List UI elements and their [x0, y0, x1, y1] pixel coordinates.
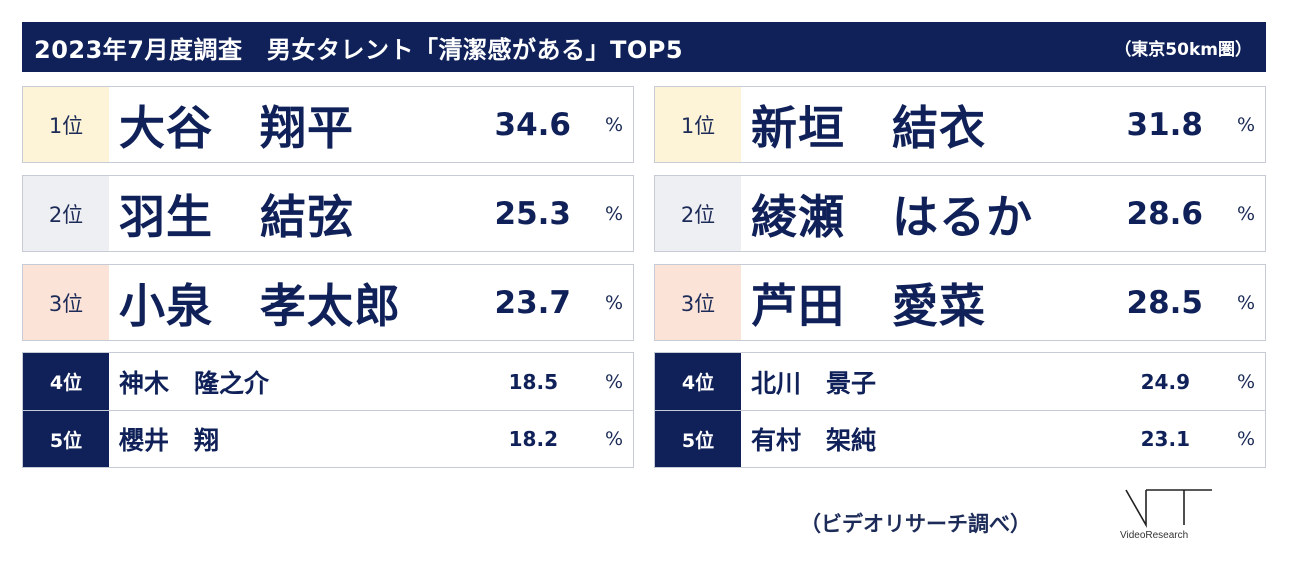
percent-unit: % [604, 370, 623, 393]
logo-wordmark: VideoResearch [1120, 530, 1189, 541]
percent-unit: % [604, 113, 623, 136]
female-ranking: 1位 新垣 結衣 31.8 % 2位 綾瀬 はるか 28.6 % 3位 芦田 愛… [654, 86, 1266, 468]
male-ranking: 1位 大谷 翔平 34.6 % 2位 羽生 結弦 25.3 % 3位 小泉 孝太… [22, 86, 634, 468]
percent-value: 24.9 [1140, 369, 1190, 394]
percent-value: 18.2 [508, 427, 558, 451]
percent-unit: % [1236, 370, 1255, 393]
ranking-row: 5位 有村 架純 23.1 % [655, 410, 1265, 467]
lower-ranking-box: 4位 北川 景子 24.9 % 5位 有村 架純 23.1 % [654, 352, 1266, 468]
ranking-row: 3位 小泉 孝太郎 23.7 % [22, 264, 634, 341]
ranking-row: 1位 新垣 結衣 31.8 % [654, 86, 1266, 163]
talent-name: 大谷 翔平 [119, 100, 354, 155]
percent-unit: % [604, 291, 623, 314]
rank-label: 2位 [23, 176, 109, 251]
ranking-row: 5位 櫻井 翔 18.2 % [23, 410, 633, 467]
percent-value: 23.1 [1140, 427, 1190, 451]
percent-unit: % [1236, 202, 1255, 225]
percent-unit: % [604, 202, 623, 225]
ranking-row: 3位 芦田 愛菜 28.5 % [654, 264, 1266, 341]
percent-value: 28.6 [1126, 195, 1204, 232]
source-note: （ビデオリサーチ調べ） [800, 512, 1031, 536]
logo-mark-icon [1125, 489, 1212, 529]
rank-label: 3位 [23, 265, 109, 340]
percent-unit: % [1236, 113, 1255, 136]
percent-unit: % [1236, 428, 1255, 450]
rank-label: 4位 [655, 353, 741, 410]
region-note: （東京50km圏） [1114, 39, 1252, 60]
talent-name: 綾瀬 はるか [751, 189, 1033, 244]
ranking-row: 2位 羽生 結弦 25.3 % [22, 175, 634, 252]
percent-value: 34.6 [494, 106, 572, 143]
percent-value: 31.8 [1126, 106, 1204, 143]
talent-name: 新垣 結衣 [751, 100, 986, 155]
percent-value: 18.5 [508, 369, 558, 394]
page-title: 2023年7月度調査 男女タレント「清潔感がある」TOP5 [34, 35, 684, 64]
ranking-row: 1位 大谷 翔平 34.6 % [22, 86, 634, 163]
talent-name: 小泉 孝太郎 [119, 278, 401, 333]
talent-name: 芦田 愛菜 [751, 278, 986, 333]
talent-name: 櫻井 翔 [119, 426, 220, 455]
rank-label: 4位 [23, 353, 109, 410]
rank-label: 3位 [655, 265, 741, 340]
percent-value: 23.7 [494, 284, 572, 321]
rank-label: 5位 [655, 411, 741, 467]
title-banner: 2023年7月度調査 男女タレント「清潔感がある」TOP5 （東京50km圏） [22, 22, 1266, 72]
percent-value: 25.3 [494, 195, 572, 232]
talent-name: 有村 架純 [751, 426, 877, 455]
talent-name: 北川 景子 [751, 368, 877, 398]
talent-name: 羽生 結弦 [119, 189, 354, 244]
rank-label: 1位 [655, 87, 741, 162]
percent-value: 28.5 [1126, 284, 1204, 321]
talent-name: 神木 隆之介 [119, 368, 270, 398]
rank-label: 2位 [655, 176, 741, 251]
percent-unit: % [604, 428, 623, 450]
ranking-row: 4位 神木 隆之介 18.5 % [23, 353, 633, 410]
percent-unit: % [1236, 291, 1255, 314]
ranking-row: 2位 綾瀬 はるか 28.6 % [654, 175, 1266, 252]
ranking-row: 4位 北川 景子 24.9 % [655, 353, 1265, 410]
lower-ranking-box: 4位 神木 隆之介 18.5 % 5位 櫻井 翔 18.2 % [22, 352, 634, 468]
rank-label: 5位 [23, 411, 109, 467]
rank-label: 1位 [23, 87, 109, 162]
video-research-logo: VideoResearch [1116, 489, 1220, 545]
